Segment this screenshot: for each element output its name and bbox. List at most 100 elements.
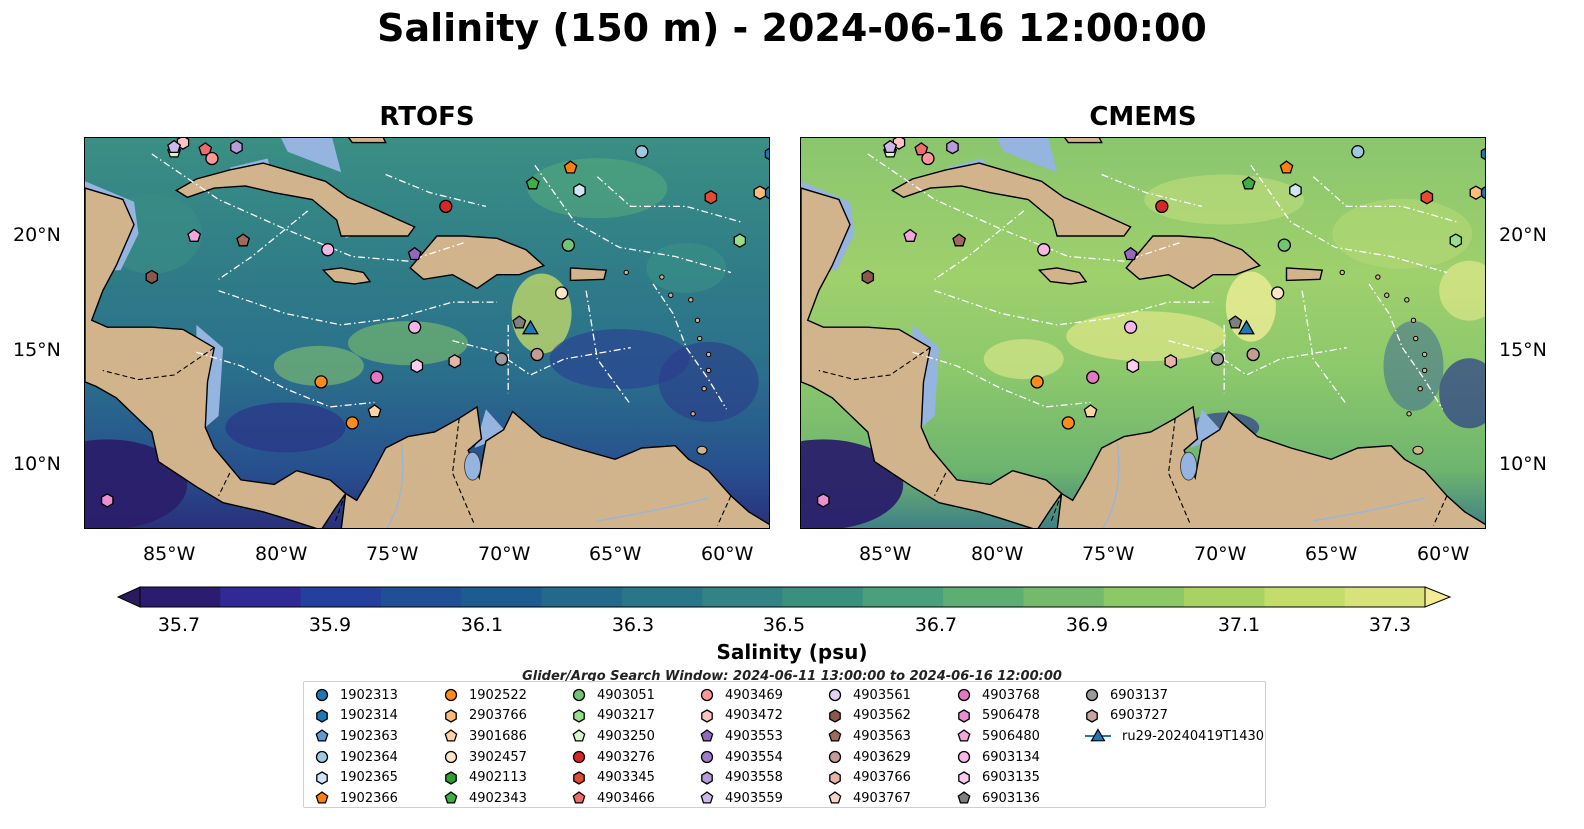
float-marker: [1480, 147, 1485, 161]
colorbar-bin: [380, 587, 462, 607]
legend-marker: [700, 750, 714, 764]
legend-label: 1902364: [340, 749, 398, 765]
salinity-feature: [1144, 174, 1305, 225]
float-marker: [1086, 370, 1100, 384]
land-centralam: [85, 187, 347, 528]
legend-label: 4903276: [597, 749, 655, 765]
legend-label: 3901686: [469, 728, 527, 744]
float-marker: [345, 416, 359, 430]
legend-label: 1902522: [469, 687, 527, 703]
lon-tick-label: 65°W: [1305, 543, 1358, 565]
legend-item: 6903134: [956, 747, 1040, 768]
float-legend-icon: [700, 689, 714, 702]
land-jamaica: [1037, 267, 1088, 285]
glider-legend-icon: [1085, 728, 1111, 742]
float-marker: [1164, 354, 1178, 369]
float-marker: [914, 142, 929, 156]
country-border: [451, 418, 476, 526]
salinity-feature: [658, 341, 759, 422]
legend-label: 4903629: [853, 749, 911, 765]
legend-marker: [828, 750, 842, 764]
glider-marker: [1237, 319, 1255, 335]
float-marker: [903, 228, 918, 242]
float-marker: [1083, 404, 1098, 418]
legend-label: 1902366: [340, 790, 398, 806]
shelf-area: [281, 138, 342, 173]
float-legend-icon: [958, 709, 970, 723]
legend-item: 4902343: [443, 788, 527, 809]
float-marker: [1449, 233, 1463, 248]
island: [623, 269, 629, 276]
colorbar-tick-label: 37.3: [1368, 614, 1412, 636]
legend-item: 4903466: [571, 788, 655, 809]
country-border: [818, 347, 931, 381]
float-legend-icon: [572, 689, 586, 702]
float-legend-icon: [957, 729, 971, 743]
salinity-feature: [1439, 260, 1485, 321]
float-marker: [764, 147, 769, 161]
float-marker: [407, 246, 422, 261]
land-puertorico: [1285, 267, 1324, 282]
float-marker: [1241, 176, 1256, 190]
legend-marker: [572, 729, 586, 743]
country-border: [1167, 418, 1192, 526]
legend-marker: [444, 689, 458, 702]
float-marker: [921, 151, 935, 166]
legend-label: 4903217: [597, 708, 655, 724]
float-legend-icon: [572, 791, 586, 804]
legend-marker: [316, 770, 328, 785]
island: [701, 385, 707, 392]
legend-label: 6903136: [982, 790, 1040, 806]
colorbar-bin: [1344, 587, 1426, 607]
island: [1421, 351, 1428, 358]
legend-label: 4903051: [597, 687, 655, 703]
lon-tick-label: 80°W: [971, 543, 1024, 565]
float-marker: [753, 185, 767, 200]
float-legend-icon: [828, 750, 842, 764]
lat-tick-label: 10°N: [13, 453, 61, 475]
legend-marker: [1085, 689, 1099, 702]
legend-column: 1902313 1902314 1902363 1902364 1902365 19023…: [314, 685, 398, 809]
river: [1313, 497, 1425, 522]
float-marker: [370, 370, 384, 384]
eez-boundary: [1101, 173, 1203, 208]
float-legend-icon: [315, 791, 329, 804]
salinity-feature: [225, 402, 346, 453]
float-marker: [145, 269, 159, 285]
legend-marker: [572, 750, 586, 764]
map-panel-cmems: [800, 137, 1486, 529]
float-legend-icon: [444, 791, 458, 804]
float-legend-icon: [444, 729, 458, 743]
legend-marker: [828, 729, 842, 743]
colorbar-bin: [220, 587, 302, 607]
legend-label: 3902457: [469, 749, 527, 765]
float-marker: [530, 347, 544, 362]
float-marker: [883, 139, 898, 154]
legend-item: 1902365: [314, 767, 398, 788]
float-marker: [952, 233, 967, 247]
glider-marker: [521, 319, 539, 335]
float-marker: [635, 145, 649, 159]
legend-item: 4903561: [827, 685, 911, 706]
salinity-feature: [1332, 198, 1473, 269]
eez-boundary: [196, 351, 375, 408]
float-legend-icon: [701, 709, 713, 723]
float-legend-icon: [700, 750, 714, 764]
legend-item: 5906480: [956, 726, 1040, 747]
eez-boundary: [534, 164, 732, 274]
legend-column: 4903051 4903217 4903250 4903276 4903345 49034…: [571, 685, 655, 809]
float-legend-icon: [828, 791, 842, 804]
panel-title-rtofs: RTOFS: [379, 102, 475, 132]
country-border: [102, 347, 215, 381]
colorbar-bin: [702, 587, 783, 607]
legend-label: 1902313: [340, 687, 398, 703]
lat-tick-label: 20°N: [13, 224, 61, 246]
float-marker: [733, 233, 747, 248]
float-marker: [198, 142, 213, 156]
colorbar-bin: [461, 587, 543, 607]
float-legend-icon: [701, 770, 713, 785]
salinity-feature: [273, 345, 364, 386]
legend-item: 4902113: [443, 767, 527, 788]
lat-tick-label: 10°N: [1499, 453, 1547, 475]
country-border: [1049, 493, 1063, 524]
